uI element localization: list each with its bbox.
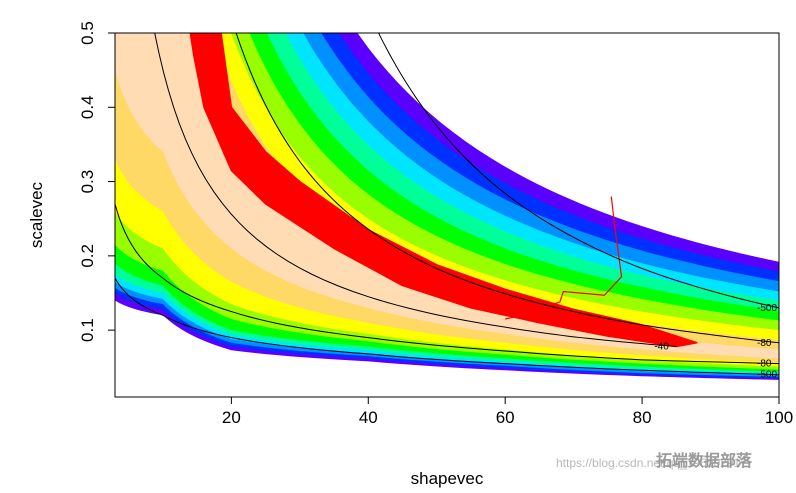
x-tick-label: 40 xyxy=(359,408,378,427)
y-tick-label: 0.4 xyxy=(78,95,97,119)
filled-band xyxy=(115,33,779,363)
contour-label: -80 xyxy=(757,359,772,370)
y-axis-label: scalevec xyxy=(27,181,46,248)
y-tick-label: 0.3 xyxy=(78,170,97,194)
plot-area xyxy=(115,33,779,380)
contour-label: -500 xyxy=(757,370,777,381)
x-tick-label: 80 xyxy=(633,408,652,427)
contour-label: -80 xyxy=(757,338,772,349)
burn-in-path xyxy=(505,196,623,320)
y-tick-label: 0.5 xyxy=(78,21,97,45)
contour-label: -40 xyxy=(654,341,669,352)
x-tick-label: 60 xyxy=(496,408,515,427)
watermark-brand: 拓端数据部落 xyxy=(656,451,753,470)
axes: 20 40 60 80 100 0.1 0.2 0.3 0.4 0.5 xyxy=(78,21,793,427)
x-tick-label: 20 xyxy=(222,408,241,427)
contour-line xyxy=(115,203,779,365)
plot-frame xyxy=(114,32,780,398)
x-tick-label: 100 xyxy=(765,408,793,427)
contour-line xyxy=(235,33,779,344)
filled-band xyxy=(115,33,779,359)
y-tick-label: 0.2 xyxy=(78,244,97,268)
contour-line xyxy=(154,33,677,347)
x-axis-label: shapevec xyxy=(411,469,484,488)
contour-line xyxy=(115,277,779,376)
contour-line xyxy=(378,33,779,309)
y-tick-label: 0.1 xyxy=(78,318,97,342)
contour-label: -500 xyxy=(757,303,777,314)
watermark-url: https://blog.csdn.net/qq_19600291 xyxy=(556,456,740,470)
